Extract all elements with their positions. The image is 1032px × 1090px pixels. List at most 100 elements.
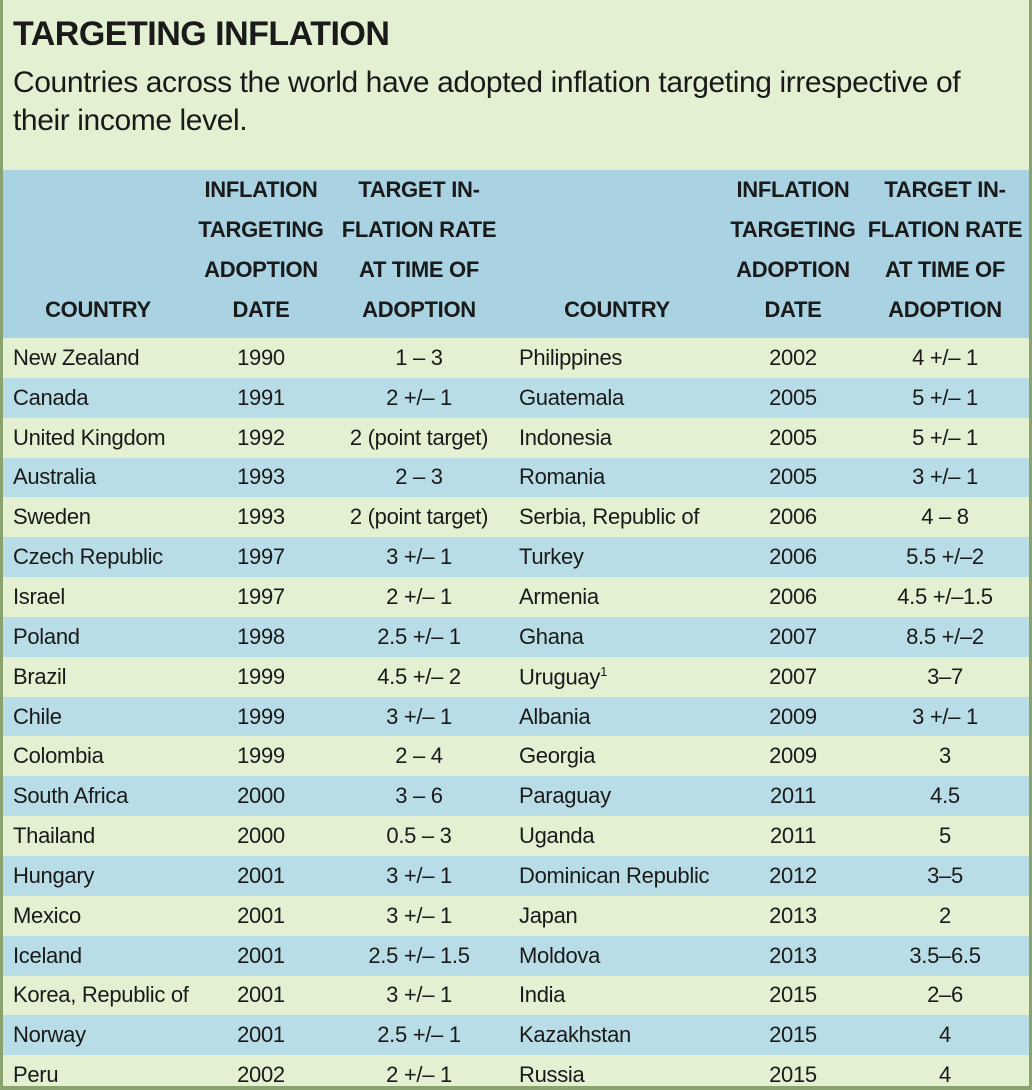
- adoption-date-cell: 2012: [769, 862, 817, 888]
- country-cell: Albania: [519, 703, 591, 729]
- country-cell: South Africa: [13, 783, 129, 809]
- adoption-date-cell: 2000: [237, 783, 285, 809]
- table-row: South Africa 2000 3 – 6 Paraguay 2011 4.5: [3, 776, 1029, 817]
- target-rate-cell: 4.5 +/–1.5: [897, 583, 993, 609]
- target-rate-cell: 2: [939, 902, 951, 928]
- adoption-date-cell: 2011: [769, 783, 817, 809]
- adoption-date-cell: 2007: [769, 623, 817, 649]
- adoption-date-cell: 2001: [237, 982, 285, 1008]
- country-cell: Chile: [13, 703, 62, 729]
- adoption-date-cell: 2005: [769, 424, 817, 450]
- adoption-date-cell: 2015: [769, 1022, 817, 1048]
- adoption-date-cell: 2013: [769, 902, 817, 928]
- target-rate-cell: 2.5 +/– 1: [377, 1022, 461, 1048]
- target-rate-cell: 2 +/– 1: [386, 583, 452, 609]
- country-cell: Russia: [519, 1062, 585, 1088]
- table-row: Colombia 1999 2 – 4 Georgia 2009 3: [3, 736, 1029, 777]
- adoption-date-cell: 1999: [237, 663, 285, 689]
- country-cell: Armenia: [519, 583, 599, 609]
- target-rate-cell: 2 +/– 1: [386, 1062, 452, 1088]
- table-row: Chile 1999 3 +/– 1 Albania 2009 3 +/– 1: [3, 696, 1029, 737]
- table-row: Czech Republic 1997 3 +/– 1 Turkey 2006 5.5 +…: [3, 537, 1029, 578]
- target-rate-cell: 4.5: [930, 783, 960, 809]
- table-row: Sweden 1993 2 (point target) Serbia, Republ…: [3, 497, 1029, 538]
- adoption-date-cell: 2015: [769, 1062, 817, 1088]
- country-cell: Czech Republic: [13, 544, 163, 570]
- header-target-rate-right: TARGET IN- FLATION RATE AT TIME OF ADOPT…: [867, 177, 1023, 322]
- figure-subtitle: Countries across the world have adopted …: [13, 66, 961, 137]
- adoption-date-cell: 2007: [769, 663, 817, 689]
- target-rate-cell: 3 +/– 1: [912, 703, 978, 729]
- country-cell: Norway: [13, 1022, 86, 1048]
- target-rate-cell: 4 +/– 1: [912, 344, 978, 370]
- target-rate-cell: 3 +/– 1: [386, 544, 452, 570]
- table-body: New Zealand 1990 1 – 3 Philippines 2002 4 +/–…: [3, 338, 1029, 1088]
- target-rate-cell: 2 – 3: [395, 464, 443, 490]
- adoption-date-cell: 2006: [769, 504, 817, 530]
- country-cell: Philippines: [519, 344, 623, 370]
- country-cell: Colombia: [13, 743, 104, 769]
- country-cell: Turkey: [519, 544, 584, 570]
- country-cell: United Kingdom: [13, 424, 166, 450]
- adoption-date-cell: 1991: [237, 384, 285, 410]
- country-cell: Georgia: [519, 743, 596, 769]
- country-cell: India: [519, 982, 566, 1008]
- country-cell: Korea, Republic of: [13, 982, 189, 1008]
- figure-title: TARGETING INFLATION: [13, 15, 390, 53]
- table-row: New Zealand 1990 1 – 3 Philippines 2002 4 +/–…: [3, 338, 1029, 378]
- country-cell: Australia: [13, 464, 96, 490]
- target-rate-cell: 3 +/– 1: [912, 464, 978, 490]
- adoption-date-cell: 2001: [237, 902, 285, 928]
- country-cell: Romania: [519, 464, 605, 490]
- target-rate-cell: 0.5 – 3: [386, 823, 452, 849]
- table-row: Brazil 1999 4.5 +/– 2 Uruguay1 2007 3–7: [3, 656, 1029, 697]
- target-rate-cell: 4: [939, 1022, 951, 1048]
- target-rate-cell: 3: [939, 743, 951, 769]
- country-cell: Poland: [13, 623, 80, 649]
- adoption-date-cell: 2001: [237, 862, 285, 888]
- adoption-date-cell: 2006: [769, 544, 817, 570]
- header-adoption-date-left: INFLATION TARGETING ADOPTION DATE: [198, 177, 324, 322]
- adoption-date-cell: 1992: [237, 424, 285, 450]
- adoption-date-cell: 1997: [237, 583, 285, 609]
- target-rate-cell: 4 – 8: [921, 504, 969, 530]
- target-rate-cell: 2 (point target): [349, 504, 489, 530]
- table-row: Thailand 2000 0.5 – 3 Uganda 2011 5: [3, 816, 1029, 856]
- adoption-date-cell: 2009: [769, 743, 817, 769]
- adoption-date-cell: 1998: [237, 623, 285, 649]
- adoption-date-cell: 1999: [237, 703, 285, 729]
- country-cell: Peru: [13, 1062, 59, 1088]
- table-row: Canada 1991 2 +/– 1 Guatemala 2005 5 +/– 1: [3, 377, 1029, 418]
- adoption-date-cell: 2009: [769, 703, 817, 729]
- table-row: Korea, Republic of 2001 3 +/– 1 India 2015 2–…: [3, 975, 1029, 1016]
- country-cell: Ghana: [519, 623, 584, 649]
- table-header-row: COUNTRY INFLATION TARGETING ADOPTION DAT…: [3, 170, 1029, 338]
- country-cell: Hungary: [13, 862, 95, 888]
- adoption-date-cell: 2001: [237, 942, 285, 968]
- target-rate-cell: 1 – 3: [395, 344, 443, 370]
- target-rate-cell: 5.5 +/–2: [906, 544, 984, 570]
- target-rate-cell: 3 +/– 1: [386, 862, 452, 888]
- country-cell: Israel: [13, 583, 65, 609]
- adoption-date-cell: 1990: [237, 344, 285, 370]
- adoption-date-cell: 2015: [769, 982, 817, 1008]
- country-cell: Brazil: [13, 663, 67, 689]
- target-rate-cell: 3 +/– 1: [386, 703, 452, 729]
- header-country-left: COUNTRY: [45, 297, 151, 322]
- target-rate-cell: 2 +/– 1: [386, 384, 452, 410]
- table-row: Poland 1998 2.5 +/– 1 Ghana 2007 8.5 +/–2: [3, 616, 1029, 657]
- target-rate-cell: 3–5: [927, 862, 963, 888]
- target-rate-cell: 2.5 +/– 1: [377, 623, 461, 649]
- adoption-date-cell: 2005: [769, 464, 817, 490]
- country-cell: Serbia, Republic of: [519, 504, 700, 530]
- adoption-date-cell: 2001: [237, 1022, 285, 1048]
- target-rate-cell: 2–6: [927, 982, 963, 1008]
- adoption-date-cell: 1993: [237, 504, 285, 530]
- table-row: Peru 2002 2 +/– 1 Russia 2015 4: [3, 1055, 1029, 1088]
- country-cell: Sweden: [13, 504, 91, 530]
- target-rate-cell: 2 (point target): [349, 424, 489, 450]
- adoption-date-cell: 2013: [769, 942, 817, 968]
- target-rate-cell: 3 +/– 1: [386, 902, 452, 928]
- adoption-date-cell: 2011: [769, 823, 817, 849]
